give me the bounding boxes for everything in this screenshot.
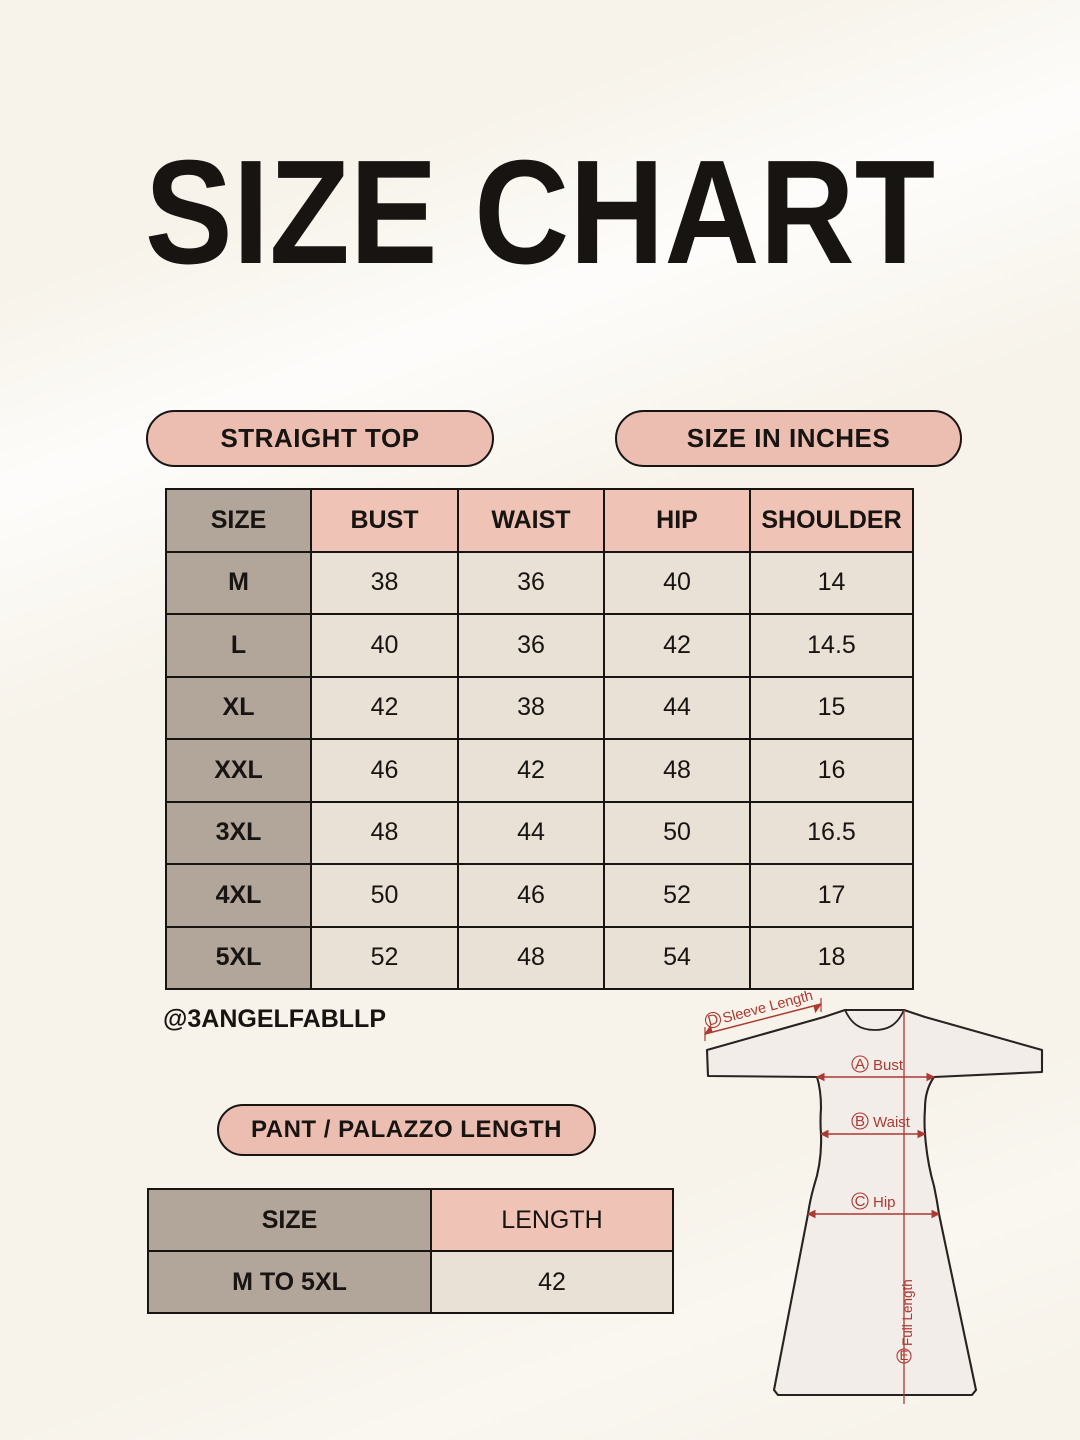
svg-text:Hip: Hip — [873, 1194, 896, 1211]
svg-text:C: C — [855, 1193, 866, 1210]
svg-text:E: E — [899, 1348, 908, 1363]
svg-text:Waist: Waist — [873, 1114, 911, 1131]
svg-text:A: A — [855, 1056, 865, 1073]
svg-text:Bust: Bust — [873, 1057, 904, 1074]
svg-text:B: B — [855, 1113, 865, 1130]
svg-text:Full Length: Full Length — [900, 1279, 915, 1346]
svg-text:Sleeve Length: Sleeve Length — [721, 990, 815, 1027]
